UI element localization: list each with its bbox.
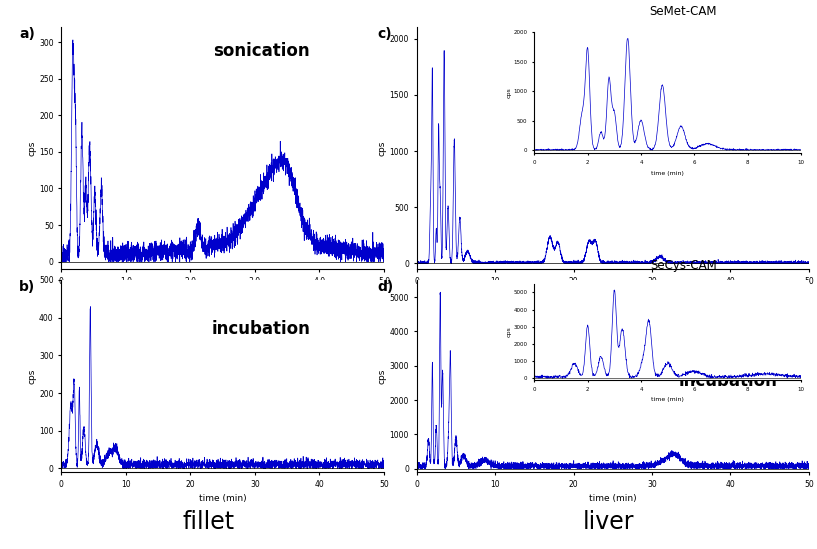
Y-axis label: cps: cps — [27, 141, 36, 156]
Text: incubation: incubation — [212, 320, 310, 338]
Text: liver: liver — [583, 509, 635, 534]
Text: sonication: sonication — [681, 91, 778, 109]
Text: incubation: incubation — [679, 372, 778, 390]
Text: sonication: sonication — [213, 42, 310, 60]
Y-axis label: cps: cps — [27, 368, 36, 384]
Text: b): b) — [20, 280, 36, 294]
Y-axis label: cps: cps — [378, 141, 387, 156]
Text: SeMet-CAM: SeMet-CAM — [650, 5, 717, 18]
X-axis label: time (min): time (min) — [589, 291, 636, 300]
Text: c): c) — [377, 27, 392, 42]
Text: fillet: fillet — [182, 509, 234, 534]
Text: a): a) — [20, 27, 35, 42]
X-axis label: tim e  (m in ): tim e (m in ) — [193, 291, 252, 300]
Text: d): d) — [377, 280, 394, 294]
X-axis label: time (min): time (min) — [199, 494, 247, 503]
X-axis label: time (min): time (min) — [589, 494, 636, 503]
Text: SeCys-CAM: SeCys-CAM — [650, 259, 717, 272]
Y-axis label: cps: cps — [377, 368, 386, 384]
